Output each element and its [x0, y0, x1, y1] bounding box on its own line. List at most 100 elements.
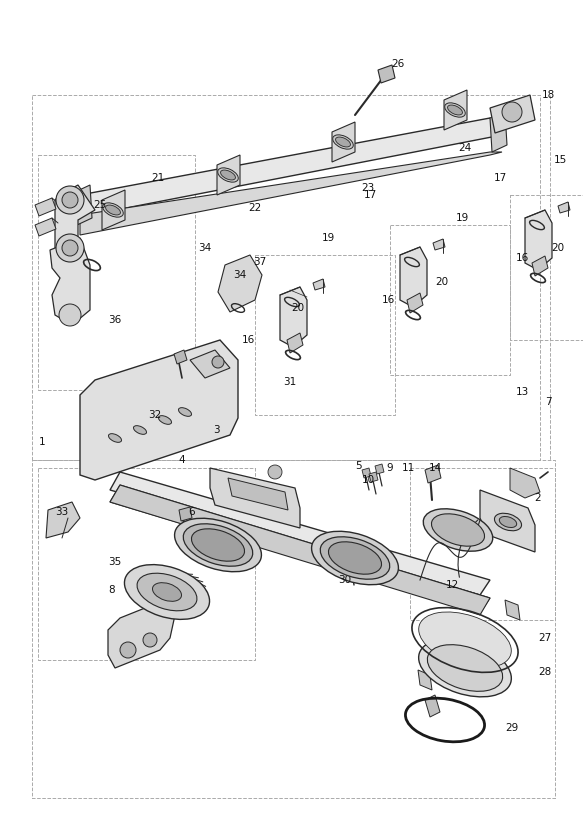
Ellipse shape — [108, 433, 121, 442]
Text: 29: 29 — [505, 723, 519, 733]
Text: 21: 21 — [152, 173, 164, 183]
Text: 16: 16 — [381, 295, 395, 305]
Ellipse shape — [423, 508, 493, 551]
Text: 20: 20 — [552, 243, 564, 253]
Text: 12: 12 — [445, 580, 459, 590]
Polygon shape — [190, 350, 230, 378]
Ellipse shape — [445, 103, 465, 117]
Polygon shape — [110, 472, 490, 595]
Polygon shape — [75, 185, 92, 225]
Circle shape — [62, 240, 78, 256]
Polygon shape — [110, 485, 490, 613]
Text: 10: 10 — [361, 475, 374, 485]
Text: 26: 26 — [391, 59, 405, 69]
Polygon shape — [493, 665, 510, 687]
Text: 6: 6 — [189, 507, 195, 517]
Ellipse shape — [499, 517, 517, 527]
Text: 15: 15 — [553, 155, 567, 165]
Ellipse shape — [320, 536, 390, 579]
Text: 2: 2 — [535, 493, 541, 503]
Polygon shape — [418, 670, 432, 690]
Polygon shape — [480, 490, 535, 552]
Polygon shape — [532, 256, 548, 276]
Text: 35: 35 — [108, 557, 122, 567]
Text: 1: 1 — [38, 437, 45, 447]
Polygon shape — [228, 478, 288, 510]
Ellipse shape — [183, 524, 253, 566]
Circle shape — [212, 356, 224, 368]
Polygon shape — [102, 190, 125, 230]
Text: 16: 16 — [515, 253, 529, 263]
Ellipse shape — [427, 644, 503, 691]
Polygon shape — [46, 502, 80, 538]
Ellipse shape — [328, 542, 381, 574]
Polygon shape — [362, 468, 371, 478]
Polygon shape — [280, 287, 307, 347]
Text: 34: 34 — [198, 243, 212, 253]
Polygon shape — [332, 122, 355, 162]
Ellipse shape — [419, 612, 511, 668]
Ellipse shape — [494, 513, 522, 531]
Text: 20: 20 — [292, 303, 304, 313]
Text: 8: 8 — [108, 585, 115, 595]
Ellipse shape — [220, 170, 236, 180]
Polygon shape — [425, 695, 440, 717]
Text: 23: 23 — [361, 183, 375, 193]
Text: 22: 22 — [248, 203, 262, 213]
Text: 9: 9 — [387, 463, 394, 473]
Polygon shape — [80, 152, 502, 235]
Polygon shape — [110, 485, 490, 615]
Polygon shape — [375, 464, 384, 474]
Text: 5: 5 — [354, 461, 361, 471]
Text: 36: 36 — [108, 315, 122, 325]
Polygon shape — [433, 239, 445, 250]
Ellipse shape — [103, 203, 123, 218]
Text: 25: 25 — [93, 200, 107, 210]
Ellipse shape — [336, 137, 350, 147]
Polygon shape — [55, 185, 95, 255]
Polygon shape — [378, 65, 395, 83]
Polygon shape — [179, 507, 192, 521]
Ellipse shape — [124, 564, 209, 620]
Circle shape — [120, 642, 136, 658]
Text: 13: 13 — [515, 387, 529, 397]
Ellipse shape — [159, 415, 171, 424]
Polygon shape — [425, 465, 441, 483]
Polygon shape — [174, 350, 187, 364]
Polygon shape — [80, 118, 502, 215]
Text: 32: 32 — [149, 410, 161, 420]
Text: 7: 7 — [545, 397, 552, 407]
Ellipse shape — [153, 583, 181, 602]
Polygon shape — [490, 95, 535, 133]
Circle shape — [56, 186, 84, 214]
Polygon shape — [217, 155, 240, 195]
Polygon shape — [35, 198, 56, 216]
Ellipse shape — [178, 408, 191, 416]
Text: 27: 27 — [538, 633, 552, 643]
Text: 11: 11 — [401, 463, 415, 473]
Polygon shape — [287, 333, 303, 353]
Text: 16: 16 — [241, 335, 255, 345]
Text: 4: 4 — [178, 455, 185, 465]
Text: 20: 20 — [436, 277, 448, 287]
Ellipse shape — [217, 168, 238, 182]
Ellipse shape — [174, 518, 261, 572]
Text: 17: 17 — [493, 173, 507, 183]
Ellipse shape — [333, 135, 353, 149]
Polygon shape — [400, 247, 427, 307]
Polygon shape — [525, 210, 552, 270]
Ellipse shape — [106, 205, 121, 215]
Polygon shape — [218, 255, 262, 312]
Polygon shape — [35, 218, 56, 236]
Polygon shape — [510, 468, 540, 498]
Polygon shape — [407, 293, 423, 313]
Ellipse shape — [134, 426, 146, 434]
Circle shape — [59, 304, 81, 326]
Circle shape — [62, 192, 78, 208]
Text: 19: 19 — [455, 213, 469, 223]
Polygon shape — [444, 90, 467, 130]
Polygon shape — [369, 472, 378, 482]
Circle shape — [502, 102, 522, 122]
Text: 18: 18 — [542, 90, 554, 100]
Polygon shape — [313, 279, 325, 290]
